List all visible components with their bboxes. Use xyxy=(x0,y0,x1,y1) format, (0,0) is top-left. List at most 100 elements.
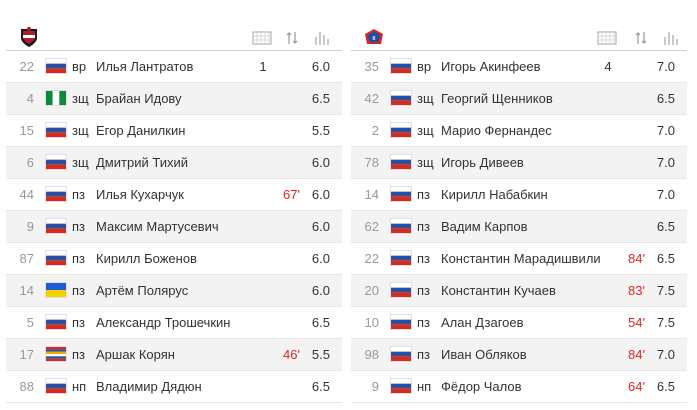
player-position: пз xyxy=(72,347,85,362)
player-number: 78 xyxy=(364,155,379,170)
player-name-link[interactable]: Иван Обляков xyxy=(441,347,527,362)
crest-icon[interactable] xyxy=(18,26,40,48)
player-rating: 6.5 xyxy=(311,315,330,330)
player-position: вр xyxy=(417,59,432,74)
player-position: зщ xyxy=(417,91,434,106)
russia-flag-icon xyxy=(391,187,411,201)
player-row[interactable]: 22 вр Илья Лантратов 1 6.0 xyxy=(6,51,342,83)
player-rating: 6.5 xyxy=(656,91,675,106)
player-position: пз xyxy=(417,283,430,298)
player-row[interactable]: 88 нп Владимир Дядюн 6.5 xyxy=(6,371,342,403)
player-position: зщ xyxy=(417,123,434,138)
player-row[interactable]: 9 нп Фёдор Чалов 64' 6.5 xyxy=(351,371,687,403)
player-row[interactable]: 42 зщ Георгий Щенников 6.5 xyxy=(351,83,687,115)
crest-icon[interactable]: К xyxy=(363,26,385,48)
player-number: 14 xyxy=(364,187,379,202)
player-row[interactable]: 9 пз Максим Мартусевич 6.0 xyxy=(6,211,342,243)
player-position: вр xyxy=(72,59,87,74)
player-name-link[interactable]: Брайан Идову xyxy=(96,91,182,106)
russia-flag-icon xyxy=(46,379,66,393)
player-number: 22 xyxy=(19,59,34,74)
player-name-link[interactable]: Константин Марадишвили xyxy=(441,251,601,266)
player-position: пз xyxy=(417,347,430,362)
russia-flag-icon xyxy=(391,59,411,73)
player-rating: 7.0 xyxy=(656,187,675,202)
player-name-link[interactable]: Илья Лантратов xyxy=(96,59,194,74)
player-list: 22 вр Илья Лантратов 1 6.0 4 зщ Брайан Идову 6.5… xyxy=(6,51,342,403)
player-position: пз xyxy=(417,187,430,202)
player-row[interactable]: 14 пз Кирилл Набабкин 7.0 xyxy=(351,179,687,211)
player-rating: 6.5 xyxy=(656,379,675,394)
player-name-link[interactable]: Владимир Дядюн xyxy=(96,379,202,394)
player-row[interactable]: 22 пз Константин Марадишвили 84' 6.5 xyxy=(351,243,687,275)
player-number: 98 xyxy=(364,347,379,362)
player-number: 62 xyxy=(364,219,379,234)
player-position: зщ xyxy=(72,123,89,138)
player-row[interactable]: 20 пз Константин Кучаев 83' 7.5 xyxy=(351,275,687,307)
player-row[interactable]: 78 зщ Игорь Дивеев 7.0 xyxy=(351,147,687,179)
player-position: пз xyxy=(72,251,85,266)
player-name-link[interactable]: Игорь Дивеев xyxy=(441,155,524,170)
player-name-link[interactable]: Егор Данилкин xyxy=(96,123,186,138)
russia-flag-icon xyxy=(391,251,411,265)
goals-conceded: 4 xyxy=(604,59,612,74)
player-name-link[interactable]: Игорь Акинфеев xyxy=(441,59,541,74)
player-name-link[interactable]: Георгий Щенников xyxy=(441,91,553,106)
player-row[interactable]: 10 пз Алан Дзагоев 54' 7.5 xyxy=(351,307,687,339)
substitution-arrows-icon xyxy=(635,32,647,44)
player-row[interactable]: 62 пз Вадим Карпов 6.5 xyxy=(351,211,687,243)
player-row[interactable]: 2 зщ Марио Фернандес 7.0 xyxy=(351,115,687,147)
russia-flag-icon xyxy=(46,155,66,169)
player-number: 44 xyxy=(19,187,34,202)
player-number: 22 xyxy=(364,251,379,266)
russia-flag-icon xyxy=(46,315,66,329)
substitution-minute: 46' xyxy=(283,347,300,362)
player-name-link[interactable]: Артём Полярус xyxy=(96,283,189,298)
player-position: зщ xyxy=(72,91,89,106)
player-row[interactable]: 6 зщ Дмитрий Тихий 6.0 xyxy=(6,147,342,179)
player-rating: 7.5 xyxy=(656,283,675,298)
russia-flag-icon xyxy=(46,187,66,201)
player-number: 35 xyxy=(364,59,379,74)
player-name-link[interactable]: Александр Трошечкин xyxy=(96,315,231,330)
player-name-link[interactable]: Фёдор Чалов xyxy=(441,379,522,394)
player-name-link[interactable]: Илья Кухарчук xyxy=(96,187,184,202)
nigeria-flag-icon xyxy=(46,91,66,105)
player-name-link[interactable]: Алан Дзагоев xyxy=(441,315,524,330)
player-row[interactable]: 5 пз Александр Трошечкин 6.5 xyxy=(6,307,342,339)
substitution-minute: 54' xyxy=(628,315,645,330)
player-name-link[interactable]: Дмитрий Тихий xyxy=(96,155,188,170)
player-name-link[interactable]: Вадим Карпов xyxy=(441,219,528,234)
player-position: зщ xyxy=(417,155,434,170)
player-rating: 6.5 xyxy=(311,379,330,394)
player-rating: 5.5 xyxy=(311,347,330,362)
player-name-link[interactable]: Кирилл Боженов xyxy=(96,251,197,266)
player-number: 17 xyxy=(19,347,34,362)
player-rating: 7.0 xyxy=(656,123,675,138)
player-row[interactable]: 4 зщ Брайан Идову 6.5 xyxy=(6,83,342,115)
player-name-link[interactable]: Константин Кучаев xyxy=(441,283,556,298)
player-name-link[interactable]: Кирилл Набабкин xyxy=(441,187,548,202)
player-row[interactable]: 98 пз Иван Обляков 84' 7.0 xyxy=(351,339,687,371)
russia-flag-icon xyxy=(46,59,66,73)
player-row[interactable]: 35 вр Игорь Акинфеев 4 7.0 xyxy=(351,51,687,83)
player-number: 42 xyxy=(364,91,379,106)
substitution-minute: 84' xyxy=(628,251,645,266)
player-row[interactable]: 15 зщ Егор Данилкин 5.5 xyxy=(6,115,342,147)
player-rating: 6.5 xyxy=(311,91,330,106)
player-number: 15 xyxy=(19,123,34,138)
substitution-arrows-icon xyxy=(286,32,298,44)
player-row[interactable]: 14 пз Артём Полярус 6.0 xyxy=(6,275,342,307)
player-number: 6 xyxy=(26,155,34,170)
player-rating: 6.0 xyxy=(311,187,330,202)
player-row[interactable]: 87 пз Кирилл Боженов 6.0 xyxy=(6,243,342,275)
player-name-link[interactable]: Марио Фернандес xyxy=(441,123,552,138)
player-number: 9 xyxy=(371,379,379,394)
russia-flag-icon xyxy=(391,155,411,169)
russia-flag-icon xyxy=(391,219,411,233)
player-row[interactable]: 17 пз Аршак Корян 46' 5.5 xyxy=(6,339,342,371)
player-number: 5 xyxy=(26,315,34,330)
player-name-link[interactable]: Аршак Корян xyxy=(96,347,175,362)
player-row[interactable]: 44 пз Илья Кухарчук 67' 6.0 xyxy=(6,179,342,211)
player-name-link[interactable]: Максим Мартусевич xyxy=(96,219,219,234)
